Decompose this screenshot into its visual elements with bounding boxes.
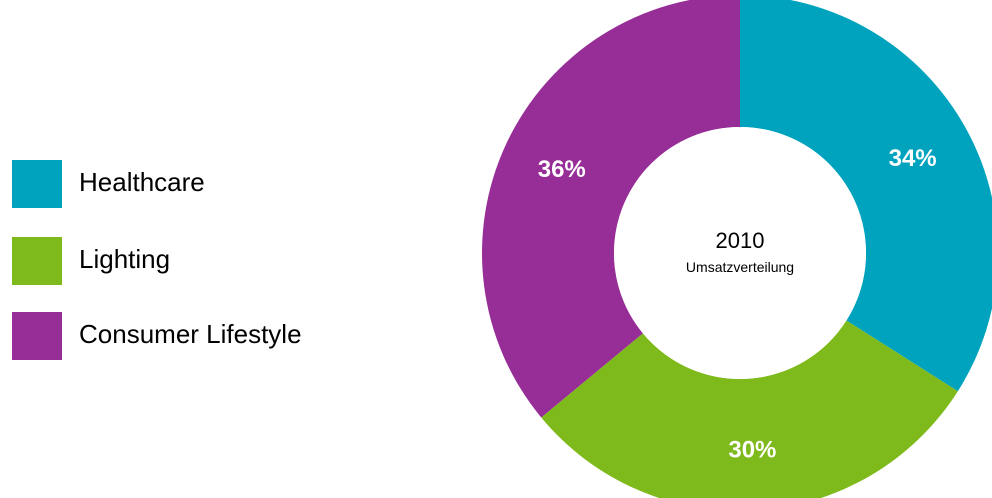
value-label-lighting: 30% <box>728 437 776 464</box>
legend-swatch-lighting <box>12 237 62 285</box>
legend-label-healthcare: Healthcare <box>79 167 205 197</box>
slice-lighting <box>541 320 958 498</box>
legend-label-lighting: Lighting <box>79 244 171 274</box>
slice-consumer-lifestyle <box>482 0 740 418</box>
center-year-label: 2010 <box>716 228 765 253</box>
legend-swatch-consumer-lifestyle <box>12 312 62 360</box>
legend-label-consumer-lifestyle: Consumer Lifestyle <box>79 319 302 349</box>
legend-item-healthcare: Healthcare <box>12 160 412 208</box>
legend-swatch-healthcare <box>12 160 62 208</box>
center-subtitle-label: Umsatzverteilung <box>686 259 794 275</box>
legend-item-lighting: Lighting <box>12 237 412 285</box>
legend-item-consumer-lifestyle: Consumer Lifestyle <box>12 312 412 360</box>
donut-value-labels: 34% 30% 36% <box>538 145 937 464</box>
slice-healthcare <box>740 0 992 392</box>
value-label-healthcare: 34% <box>889 145 937 172</box>
value-label-consumer-lifestyle: 36% <box>538 156 586 183</box>
donut-hole <box>614 127 866 379</box>
donut-slices <box>482 0 992 498</box>
